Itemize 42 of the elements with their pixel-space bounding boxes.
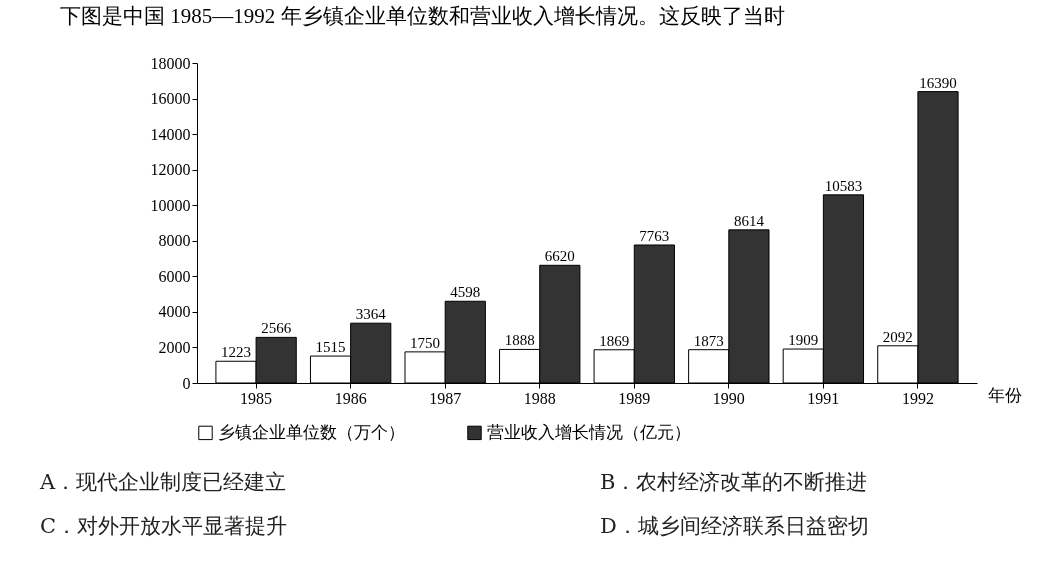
x-tick-label: 1989 <box>618 389 651 407</box>
data-label: 1873 <box>693 332 724 349</box>
text: D．城乡间经济联系日益密切 <box>600 513 870 540</box>
x-tick-label: 1990 <box>712 389 745 407</box>
legend-label: 乡镇企业单位数（万个） <box>218 422 405 442</box>
y-tick-label: 8000 <box>158 232 191 250</box>
x-axis-title: 年份 <box>987 385 1022 405</box>
data-label: 2092 <box>882 328 913 345</box>
x-tick-label: 1987 <box>429 389 462 407</box>
data-label: 2566 <box>261 320 292 337</box>
chart-title: 下图是中国 1985—1992 年乡镇企业单位数和营业收入增长情况。这反映了当时 <box>60 4 785 28</box>
y-tick-label: 0 <box>182 374 191 392</box>
data-label: 1888 <box>504 332 535 349</box>
y-tick-label: 18000 <box>150 54 191 72</box>
data-label: 4598 <box>450 284 481 301</box>
y-tick-label: 16000 <box>150 90 191 108</box>
text: A．现代企业制度已经建立 <box>40 469 288 496</box>
data-label: 1750 <box>410 334 441 351</box>
data-label: 16390 <box>919 74 957 91</box>
text: C．对外开放水平显著提升 <box>40 513 289 540</box>
x-tick-label: 1991 <box>807 389 840 407</box>
data-label: 1515 <box>315 339 346 356</box>
data-label: 1869 <box>599 332 630 349</box>
text: B．农村经济改革的不断推进 <box>600 469 869 496</box>
data-label: 1909 <box>788 332 819 349</box>
x-tick-label: 1986 <box>334 389 367 407</box>
x-tick-label: 1988 <box>523 389 556 407</box>
y-tick-label: 10000 <box>150 196 191 214</box>
data-label: 6620 <box>544 248 575 265</box>
y-tick-label: 6000 <box>158 267 191 285</box>
y-tick-label: 14000 <box>150 125 191 143</box>
y-tick-label: 2000 <box>158 338 191 356</box>
legend-label: 营业收入增长情况（亿元） <box>487 422 691 442</box>
x-tick-label: 1985 <box>240 389 273 407</box>
data-label: 8614 <box>733 212 765 229</box>
x-tick-label: 1992 <box>901 389 934 407</box>
data-label: 7763 <box>639 227 670 244</box>
data-label: 10583 <box>824 177 863 194</box>
y-tick-label: 4000 <box>158 303 191 321</box>
data-label: 3364 <box>355 306 387 323</box>
y-tick-label: 12000 <box>150 161 191 179</box>
data-label: 1223 <box>221 344 251 361</box>
